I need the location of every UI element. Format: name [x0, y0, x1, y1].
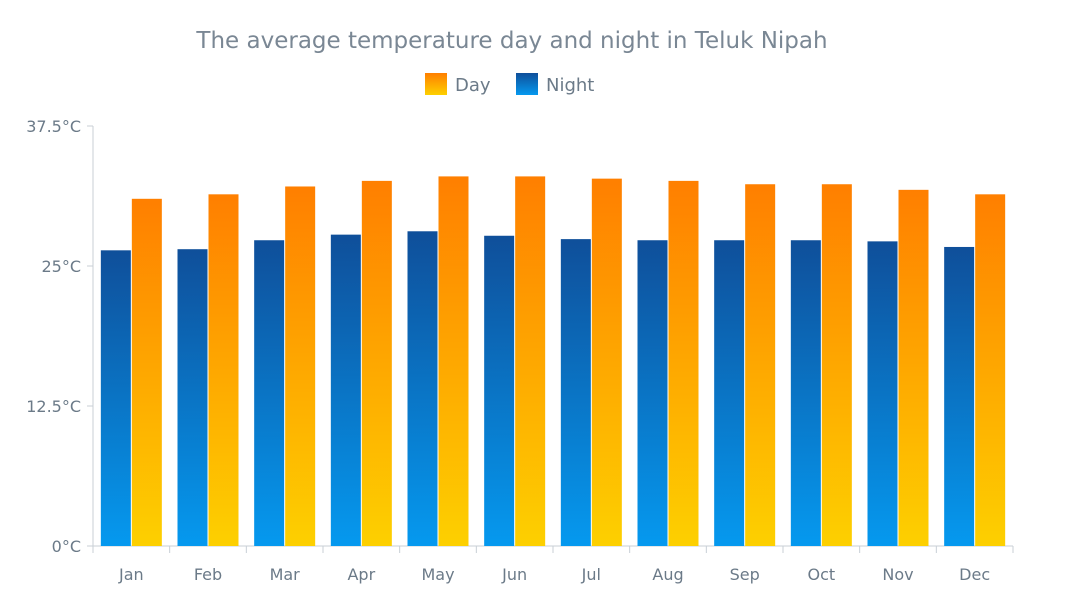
bar-day-aug [668, 180, 699, 546]
chart-title: The average temperature day and night in… [196, 28, 828, 54]
x-tick-label: Jan [118, 565, 144, 584]
bar-day-mar [285, 186, 316, 547]
y-tick-label: 25°C [41, 257, 81, 276]
legend-swatch-night [516, 73, 538, 95]
x-tick-label: Dec [959, 565, 990, 584]
x-tick-label: Jun [501, 565, 527, 584]
x-tick-label: Sep [730, 565, 760, 584]
bar-night-dec [944, 246, 975, 546]
bar-night-nov [867, 241, 898, 547]
bar-day-jun [515, 176, 546, 546]
bar-night-mar [254, 240, 285, 547]
bar-day-jul [591, 178, 622, 546]
x-tick-label: Oct [807, 565, 835, 584]
bar-night-apr [330, 234, 361, 546]
bar-day-apr [361, 180, 392, 546]
bar-day-jan [131, 198, 162, 547]
x-tick-label: May [421, 565, 454, 584]
bar-day-nov [898, 189, 929, 546]
legend-swatch-day [425, 73, 447, 95]
bar-day-may [438, 176, 469, 546]
bar-day-oct [821, 184, 852, 547]
y-tick-label: 37.5°C [26, 117, 81, 136]
legend-label-night: Night [546, 75, 594, 96]
x-tick-label: Mar [270, 565, 301, 584]
legend-label-day: Day [455, 75, 491, 96]
bar-night-sep [714, 240, 745, 547]
bar-night-may [407, 231, 438, 546]
bar-day-feb [208, 194, 239, 546]
x-tick-label: Jul [581, 565, 601, 584]
bar-night-jun [484, 235, 515, 546]
bar-night-aug [637, 240, 668, 547]
y-tick-label: 12.5°C [26, 397, 81, 416]
x-tick-label: Feb [194, 565, 222, 584]
bar-night-jan [100, 250, 131, 546]
bar-day-sep [745, 184, 776, 547]
bar-night-feb [177, 249, 208, 546]
x-tick-label: Apr [347, 565, 375, 584]
x-tick-label: Nov [882, 565, 913, 584]
chart-legend: Day Night [425, 73, 594, 96]
y-tick-label: 0°C [52, 537, 81, 556]
bar-night-oct [790, 240, 821, 547]
chart-axes: 0°C 12.5°C 25°C 37.5°C Jan Feb Mar Apr May Jun Jul… [26, 117, 1014, 584]
chart-bars [100, 176, 1006, 547]
bar-day-dec [975, 194, 1006, 546]
bar-night-jul [560, 239, 591, 546]
x-tick-label: Aug [652, 565, 683, 584]
